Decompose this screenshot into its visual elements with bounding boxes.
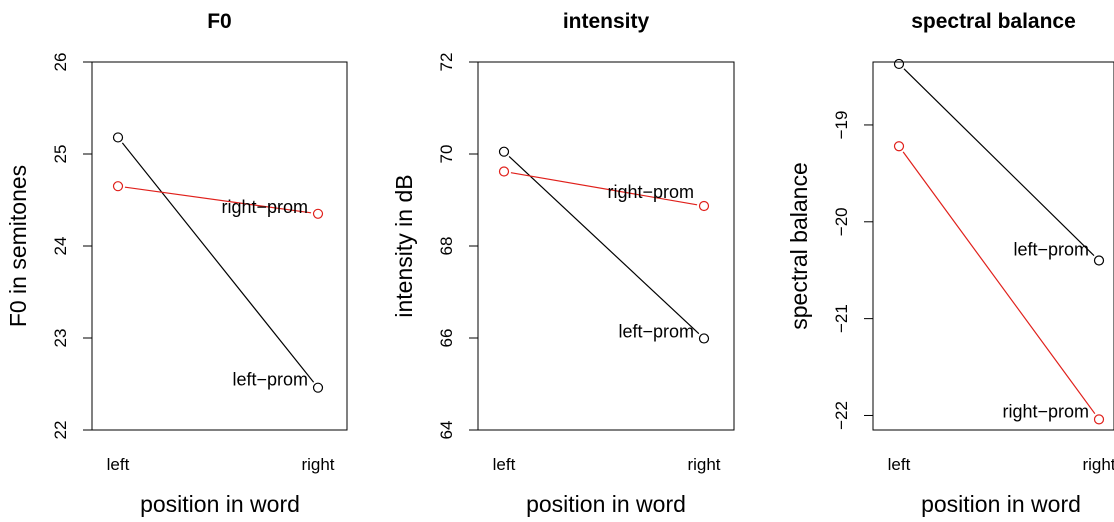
x-tick-label: right [1082, 455, 1114, 474]
data-point-left-prom [893, 58, 905, 70]
plot-frame [872, 61, 1114, 431]
y-tick-label: 24 [51, 237, 70, 256]
x-axis-label: position in word [140, 491, 300, 517]
data-point-left-prom [112, 132, 124, 143]
series-label-right-prom: right−prom [1002, 401, 1089, 421]
y-tick-label: 66 [437, 329, 456, 348]
y-axis-label: spectral balance [786, 162, 812, 330]
y-tick-label: −20 [832, 207, 851, 236]
series-label-left-prom: left−prom [232, 370, 308, 390]
x-tick-label: right [687, 455, 720, 474]
chart-panel-2: intensity 64 66 68 70 72 intensity in dB left ri… [391, 10, 735, 517]
y-tick-label: 64 [437, 421, 456, 440]
y-tick-label: 23 [51, 329, 70, 348]
plot-frame [477, 61, 735, 431]
series-label-right-prom: right−prom [221, 197, 308, 217]
series-line-right-prom [902, 151, 1096, 415]
x-tick-label: left [107, 455, 130, 474]
chart-panel-1: F0 22 23 24 25 26 F0 in semitones left rightposi… [5, 10, 348, 517]
chart-title: spectral balance [911, 10, 1076, 33]
series-line-left-prom [508, 156, 700, 335]
data-point-right-prom [312, 208, 324, 219]
data-point-left-prom [698, 333, 710, 344]
plot-frame [91, 61, 348, 431]
series-line-left-prom [121, 142, 315, 383]
y-tick-label: −22 [832, 401, 851, 430]
series-line-right-prom [124, 186, 312, 214]
x-axis-label: position in word [921, 491, 1081, 517]
data-point-left-prom [312, 382, 324, 393]
series-line-right-prom [510, 172, 698, 206]
data-point-right-prom [1093, 414, 1105, 425]
y-tick-label: 72 [437, 53, 456, 72]
y-tick-label: 22 [51, 421, 70, 440]
x-axis-label: position in word [526, 491, 686, 517]
data-point-right-prom [498, 166, 510, 177]
y-tick-label: 68 [437, 237, 456, 256]
data-point-left-prom [498, 146, 510, 157]
x-tick-label: left [493, 455, 516, 474]
chart-title: intensity [563, 10, 650, 33]
y-tick-label: −19 [832, 111, 851, 140]
y-tick-label: 25 [51, 145, 70, 164]
y-axis-label: intensity in dB [391, 174, 417, 317]
y-tick-label: 26 [51, 53, 70, 72]
chart-title: F0 [207, 10, 232, 33]
x-tick-label: right [301, 455, 334, 474]
y-tick-label: 70 [437, 145, 456, 164]
y-axis-label: F0 in semitones [5, 165, 31, 327]
series-label-left-prom: left−prom [1013, 240, 1089, 260]
series-label-right-prom: right−prom [607, 182, 694, 202]
data-point-right-prom [893, 141, 905, 152]
data-point-right-prom [698, 200, 710, 212]
chart-panel-3: spectral balance −22 −21 −20 −19 spectral bal… [786, 10, 1114, 517]
x-tick-label: left [888, 455, 911, 474]
data-point-left-prom [1093, 255, 1105, 266]
y-tick-label: −21 [832, 304, 851, 333]
data-point-right-prom [112, 181, 124, 192]
series-label-left-prom: left−prom [618, 321, 694, 341]
series-line-left-prom [903, 68, 1095, 257]
